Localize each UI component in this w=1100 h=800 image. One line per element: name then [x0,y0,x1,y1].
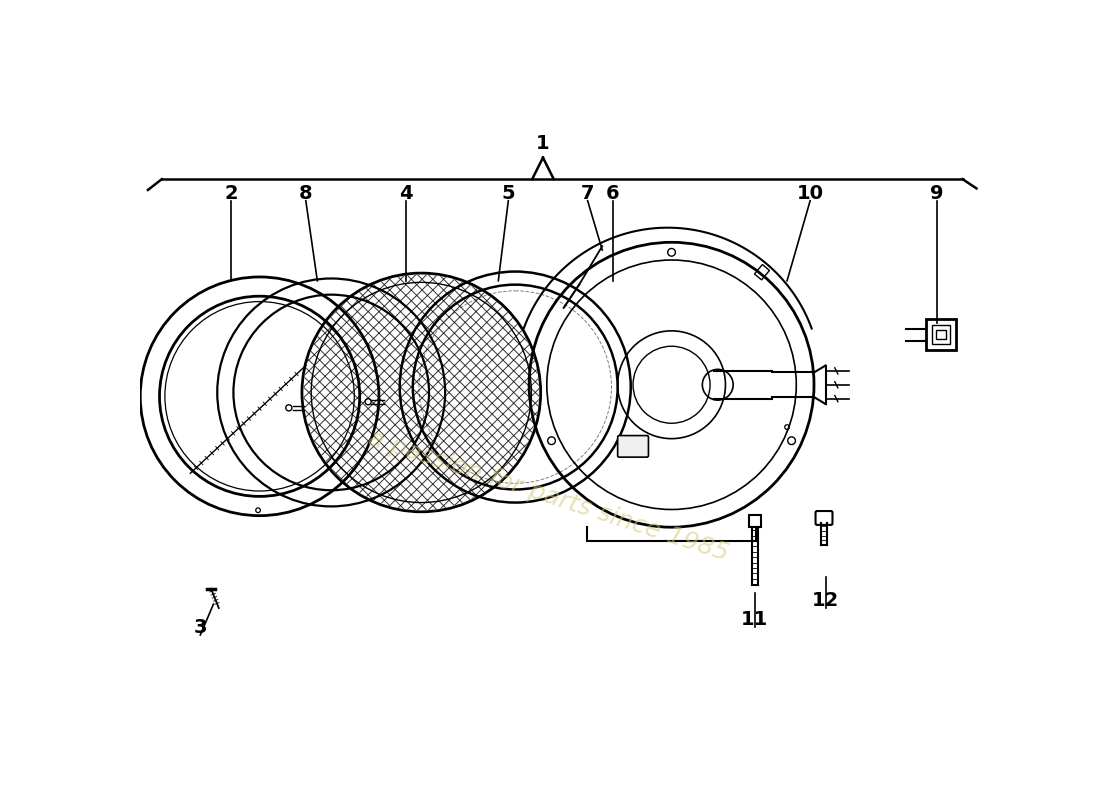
FancyBboxPatch shape [618,435,649,457]
Bar [932,326,950,344]
Text: a passion for parts since 1985: a passion for parts since 1985 [365,426,732,566]
FancyBboxPatch shape [815,511,833,525]
Bar [749,515,761,527]
Text: 10: 10 [796,183,824,202]
Text: 11: 11 [741,610,768,629]
Text: 12: 12 [812,591,839,610]
Text: 5: 5 [502,183,515,202]
Text: 8: 8 [299,183,312,202]
Text: 7: 7 [581,183,594,202]
Bar [926,319,956,350]
Text: 1: 1 [536,134,550,154]
Text: 3: 3 [194,618,207,637]
Text: 4: 4 [399,183,412,202]
Text: 6: 6 [606,183,619,202]
Text: 9: 9 [931,183,944,202]
Text: 2: 2 [224,183,238,202]
Bar [755,265,770,280]
Bar [936,330,946,339]
